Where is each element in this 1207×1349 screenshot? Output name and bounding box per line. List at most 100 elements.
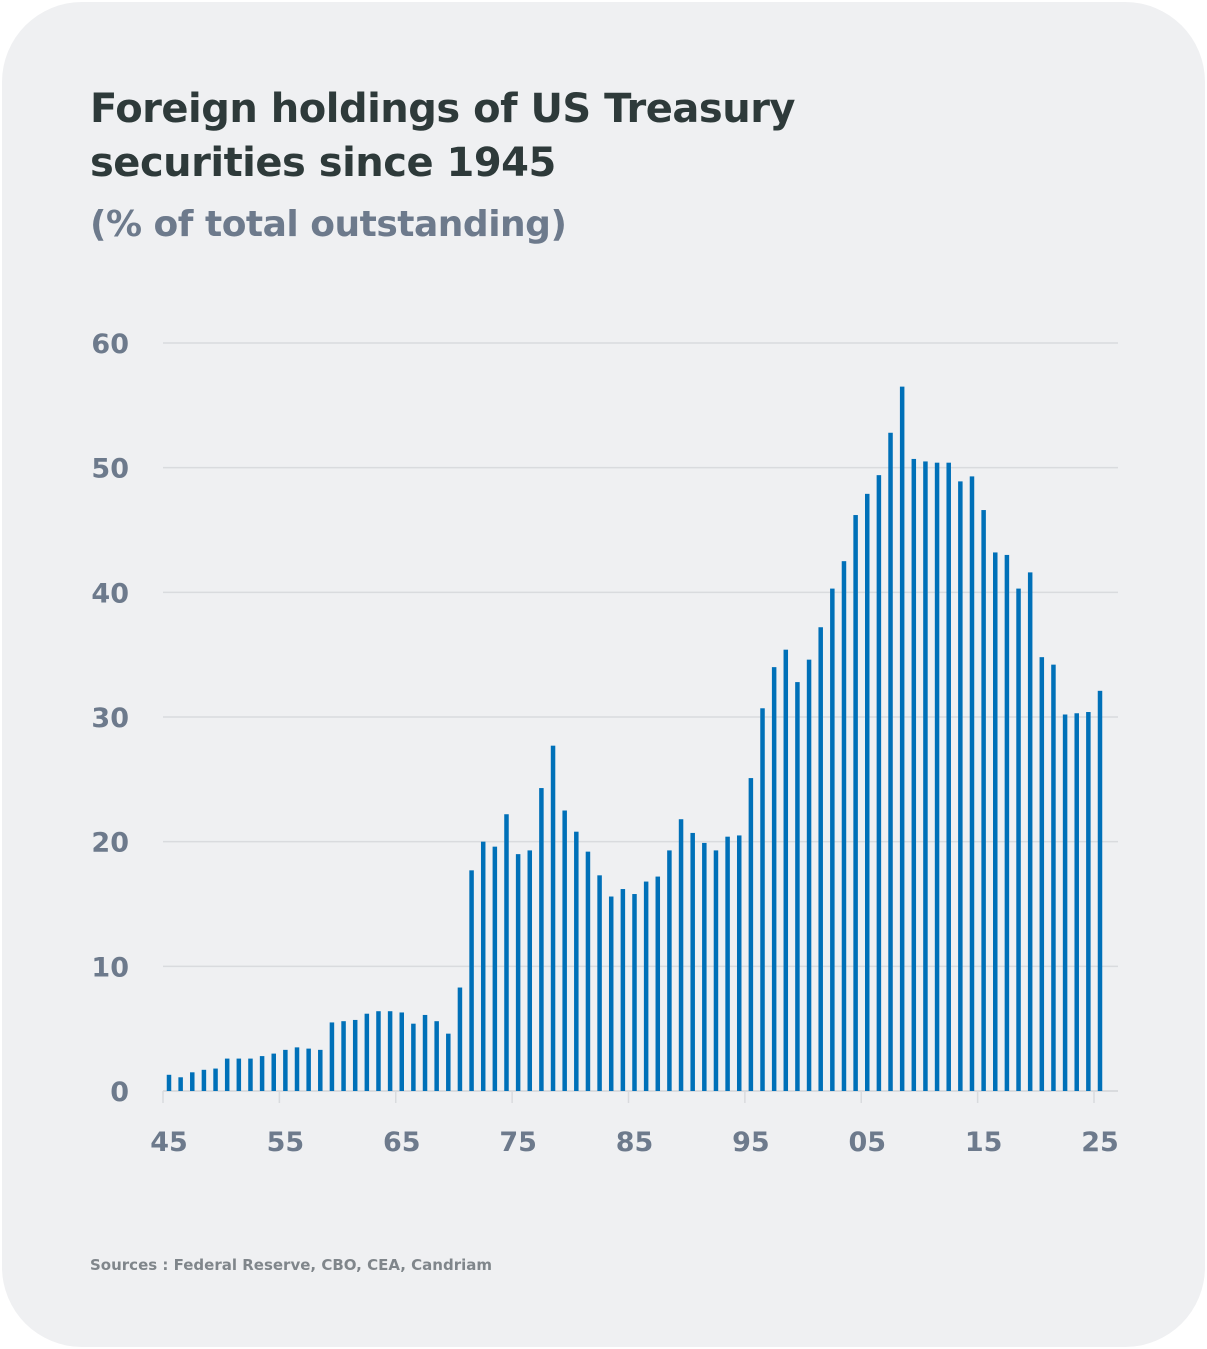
y-tick-label: 40: [91, 578, 129, 609]
bar-1993: 1993: 20.4%: [725, 836, 730, 1091]
bar-1955: 1955: 3.3%: [283, 1049, 288, 1091]
bar-2018: 2018: 40.3%: [1016, 588, 1021, 1091]
bar-1950: 1950: 2.6%: [224, 1058, 230, 1091]
bar-1957: 1957: 3.4%: [306, 1048, 311, 1091]
chart-title: Foreign holdings of US Treasury securiti…: [90, 82, 796, 190]
bar-1961: 1961: 5.7%: [352, 1019, 358, 1091]
bar-1984: 1984: 16.2%: [620, 889, 626, 1091]
bar-2005: 2005: 47.9%: [865, 493, 870, 1091]
bar-1969: 1969: 4.6%: [446, 1033, 451, 1091]
bar-1983: 1983: 15.6%: [608, 896, 614, 1091]
gridlines: [163, 342, 1118, 1092]
bar-1946: 1946: 1.1%: [178, 1077, 183, 1091]
bar-1970: 1970: 8.3%: [457, 987, 463, 1091]
bar-1978: 1978: 27.7%: [550, 745, 556, 1091]
bar-1981: 1981: 19.2%: [585, 851, 591, 1091]
bar-1951: 1951: 2.6%: [236, 1058, 242, 1091]
bar-1997: 1997: 34%: [771, 667, 777, 1091]
bar-1980: 1980: 20.8%: [574, 831, 579, 1091]
bar-2000: 2000: 34.6%: [806, 659, 812, 1091]
bar-1948: 1948: 1.7%: [201, 1069, 207, 1091]
bar-1998: 1998: 35.4%: [783, 649, 789, 1091]
source-note: Sources : Federal Reserve, CBO, CEA, Can…: [90, 1256, 493, 1274]
bar-2009: 2009: 50.7%: [911, 458, 917, 1091]
bar-1973: 1973: 19.6%: [492, 846, 498, 1091]
bar-1999: 1999: 32.8%: [795, 682, 800, 1091]
bar-1960: 1960: 5.6%: [341, 1021, 346, 1091]
bar-1971: 1971: 17.7%: [469, 870, 474, 1091]
bar-2012: 2012: 50.4%: [946, 462, 951, 1091]
bars: 1945: 1.3% 1946: 1.1% 1947: 1.5% 1948: 1.7%…: [166, 386, 1103, 1092]
bar-2016: 2016: 43.2%: [993, 552, 998, 1091]
bar-1965: 1965: 6.3%: [399, 1012, 404, 1091]
bar-1976: 1976: 19.3%: [527, 850, 533, 1091]
chart-subtitle: (% of total outstanding): [90, 204, 567, 245]
bar-2022: 2022: 30.2%: [1062, 714, 1068, 1091]
bar-2007: 2007: 52.8%: [888, 432, 893, 1091]
bar-1945: 1945: 1.3%: [166, 1074, 172, 1091]
bar-1964: 1964: 6.4%: [387, 1011, 393, 1091]
bar-1989: 1989: 21.8%: [678, 819, 684, 1091]
x-tick-label: 95: [732, 1127, 770, 1158]
bar-1987: 1987: 17.2%: [655, 876, 661, 1091]
bar-2002: 2002: 40.3%: [830, 588, 835, 1091]
bar-1952: 1952: 2.6%: [248, 1058, 253, 1091]
bar-1954: 1954: 3%: [271, 1053, 276, 1091]
bar-1949: 1949: 1.8%: [213, 1068, 218, 1091]
bar-2025: 2025: 32.1%: [1097, 690, 1103, 1091]
bar-2001: 2001: 37.2%: [818, 627, 823, 1091]
bar-2021: 2021: 34.2%: [1051, 664, 1056, 1091]
bar-2013: 2013: 48.9%: [958, 481, 963, 1091]
bar-2019: 2019: 41.6%: [1027, 572, 1033, 1091]
x-tick-label: 15: [965, 1127, 1003, 1158]
bar-2010: 2010: 50.5%: [923, 461, 928, 1091]
bar-1995: 1995: 25.1%: [748, 778, 754, 1091]
x-tick-label: 75: [499, 1127, 537, 1158]
bar-2023: 2023: 30.3%: [1074, 713, 1079, 1091]
bar-2014: 2014: 49.3%: [969, 476, 975, 1092]
y-tick-label: 20: [91, 828, 129, 859]
bar-1972: 1972: 20%: [480, 841, 486, 1091]
bar-2003: 2003: 42.5%: [841, 561, 847, 1091]
bar-1968: 1968: 5.6%: [434, 1021, 439, 1091]
bar-1956: 1956: 3.5%: [294, 1047, 300, 1091]
bar-1967: 1967: 6.1%: [422, 1014, 428, 1091]
bar-1958: 1958: 3.3%: [318, 1049, 323, 1091]
x-axis: 45 55 65 75 85 95 05 15 25: [150, 1091, 1119, 1158]
bar-2024: 2024: 30.4%: [1086, 712, 1091, 1091]
bar-1988: 1988: 19.3%: [667, 850, 672, 1091]
bar-1992: 1992: 19.3%: [713, 850, 719, 1091]
bar-2006: 2006: 49.4%: [876, 475, 882, 1091]
bar-1982: 1982: 17.3%: [597, 875, 602, 1091]
bar-1996: 1996: 30.7%: [760, 708, 765, 1091]
x-tick-label: 65: [383, 1127, 421, 1158]
x-tick-label: 55: [267, 1127, 305, 1158]
x-tick-label: 45: [150, 1127, 188, 1158]
y-tick-label: 10: [91, 952, 129, 983]
bar-1975: 1975: 19%: [515, 854, 521, 1091]
bar-1974: 1974: 22.2%: [504, 814, 509, 1091]
y-tick-label: 0: [110, 1077, 129, 1108]
bar-1977: 1977: 24.3%: [539, 788, 544, 1091]
bar-2011: 2011: 50.4%: [934, 462, 940, 1091]
bar-2008: 2008: 56.5%: [899, 386, 905, 1092]
x-tick-label: 25: [1081, 1127, 1119, 1158]
bar-1963: 1963: 6.4%: [376, 1011, 381, 1091]
chart-title-line-1: Foreign holdings of US Treasury: [90, 86, 796, 132]
bar-1953: 1953: 2.8%: [259, 1056, 265, 1091]
y-axis: 0 10 20 30 40 50 60: [91, 329, 129, 1108]
bar-1966: 1966: 5.4%: [411, 1023, 416, 1091]
bar-1991: 1991: 19.9%: [702, 842, 707, 1091]
bar-2017: 2017: 43%: [1004, 554, 1010, 1091]
y-tick-label: 60: [91, 329, 129, 360]
bar-1959: 1959: 5.5%: [329, 1022, 335, 1091]
bar-1962: 1962: 6.2%: [364, 1013, 370, 1091]
bar-1985: 1985: 15.8%: [632, 894, 637, 1091]
y-tick-label: 30: [91, 703, 129, 734]
bar-2015: 2015: 46.6%: [981, 510, 986, 1091]
bar-1986: 1986: 16.8%: [643, 881, 649, 1091]
bar-1979: 1979: 22.5%: [562, 810, 567, 1091]
bar-2004: 2004: 46.2%: [853, 515, 858, 1091]
